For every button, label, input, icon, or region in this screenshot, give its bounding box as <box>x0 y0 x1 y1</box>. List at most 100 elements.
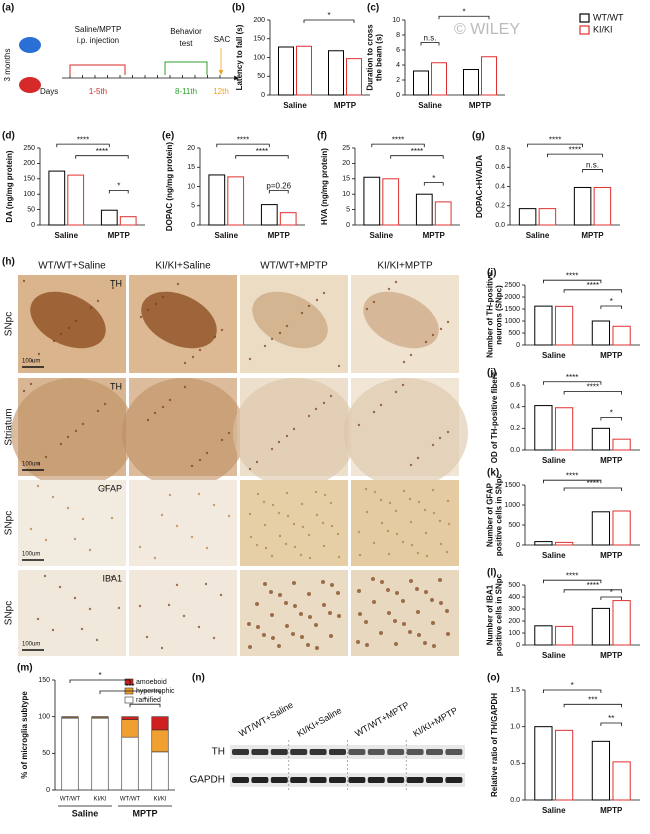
y-tick-label: 0.4 <box>510 404 520 411</box>
x-tick-label: Saline <box>526 231 550 240</box>
stain-label: GFAP <box>98 483 122 493</box>
significance-bracket <box>600 722 622 726</box>
cell <box>394 280 398 284</box>
y-tick-label: 50 <box>257 73 265 80</box>
significance-bracket <box>547 153 603 158</box>
significance-bracket <box>268 189 289 194</box>
cell <box>249 535 253 539</box>
bar <box>573 186 592 226</box>
significance-label: **** <box>587 383 599 392</box>
blot-band <box>251 777 269 783</box>
bar-segment <box>61 717 79 791</box>
cell <box>293 604 297 608</box>
cell <box>365 510 369 514</box>
cell <box>307 533 311 537</box>
cell <box>30 359 34 363</box>
y-axis-label: positive cells in SNpc <box>495 473 504 556</box>
y-tick-label: 0.8 <box>495 145 505 152</box>
x-tick-label: Saline <box>542 806 566 815</box>
cell <box>292 581 296 585</box>
legend-label: WT/WT <box>593 12 624 22</box>
bar-segment <box>121 719 139 738</box>
cell <box>22 389 26 393</box>
x-tick-label: MPTP <box>268 231 291 240</box>
cell <box>330 583 334 587</box>
x-tick-label: WT/WT <box>120 797 141 803</box>
significance-label: * <box>571 681 574 690</box>
y-tick-label: 2000 <box>504 294 520 301</box>
behavior-label: test <box>180 39 194 48</box>
cell <box>424 531 428 535</box>
cell <box>379 631 383 635</box>
band-label: TH <box>212 747 225 758</box>
cell <box>439 601 443 605</box>
group-label: MPTP <box>132 808 157 818</box>
panel-label: (o) <box>487 673 500 684</box>
cell <box>182 614 186 618</box>
injection-label: Saline/MPTP <box>75 25 122 34</box>
cell <box>336 591 340 595</box>
y-tick-label: 20 <box>187 145 195 152</box>
y-tick-label: 10 <box>187 183 195 190</box>
cell <box>183 385 187 389</box>
significance-label: * <box>327 11 330 20</box>
stained-region <box>363 291 439 349</box>
cell <box>365 307 369 311</box>
significance-label: **** <box>566 373 578 382</box>
cell <box>315 646 319 650</box>
significance-bracket <box>563 289 622 293</box>
bar <box>481 56 497 96</box>
cell <box>285 491 289 495</box>
bar <box>554 541 574 546</box>
cell <box>402 360 406 364</box>
significance-bracket <box>56 143 110 148</box>
y-tick-label: 150 <box>38 677 50 684</box>
cell <box>372 300 376 304</box>
cell <box>197 492 201 496</box>
significance-label: * <box>462 7 465 16</box>
bar <box>534 305 553 346</box>
stain-label: TH <box>110 278 122 288</box>
significance-bracket <box>438 15 490 20</box>
blot-band <box>270 777 288 783</box>
cell <box>395 591 399 595</box>
x-tick-label: Saline <box>542 456 566 465</box>
blot-band <box>290 777 308 783</box>
cell <box>321 521 325 525</box>
y-tick-label: 400 <box>508 594 520 601</box>
significance-label: **** <box>77 135 89 144</box>
cell <box>262 633 266 637</box>
cell <box>284 601 288 605</box>
cell <box>446 320 450 324</box>
cell <box>387 552 391 556</box>
days-label: Days <box>40 87 58 96</box>
cell <box>88 548 92 552</box>
x-tick-label: MPTP <box>469 101 492 110</box>
cell <box>285 434 289 438</box>
significance-bracket <box>108 189 129 194</box>
significance-bracket <box>75 155 129 159</box>
y-tick-label: 300 <box>508 606 520 613</box>
significance-bracket <box>129 703 161 708</box>
cell <box>117 606 121 610</box>
bar <box>612 438 631 451</box>
panel-label: (d) <box>2 131 15 142</box>
y-tick-label: 200 <box>23 160 35 167</box>
cell <box>168 398 172 402</box>
significance-bracket <box>563 391 622 395</box>
cell <box>51 495 55 499</box>
cell <box>73 596 77 600</box>
y-tick-label: 1000 <box>504 318 520 325</box>
cell <box>37 462 41 466</box>
day-range: 1-5th <box>89 87 107 96</box>
cell <box>175 583 179 587</box>
micrograph <box>129 480 237 566</box>
cell <box>212 503 216 507</box>
panel-label: (i) <box>487 268 496 279</box>
cell <box>103 402 107 406</box>
bar <box>591 607 611 646</box>
cell <box>139 315 143 319</box>
y-axis-label: Number of IBA1 <box>486 584 495 645</box>
legend-label: amoeboid <box>136 679 167 686</box>
